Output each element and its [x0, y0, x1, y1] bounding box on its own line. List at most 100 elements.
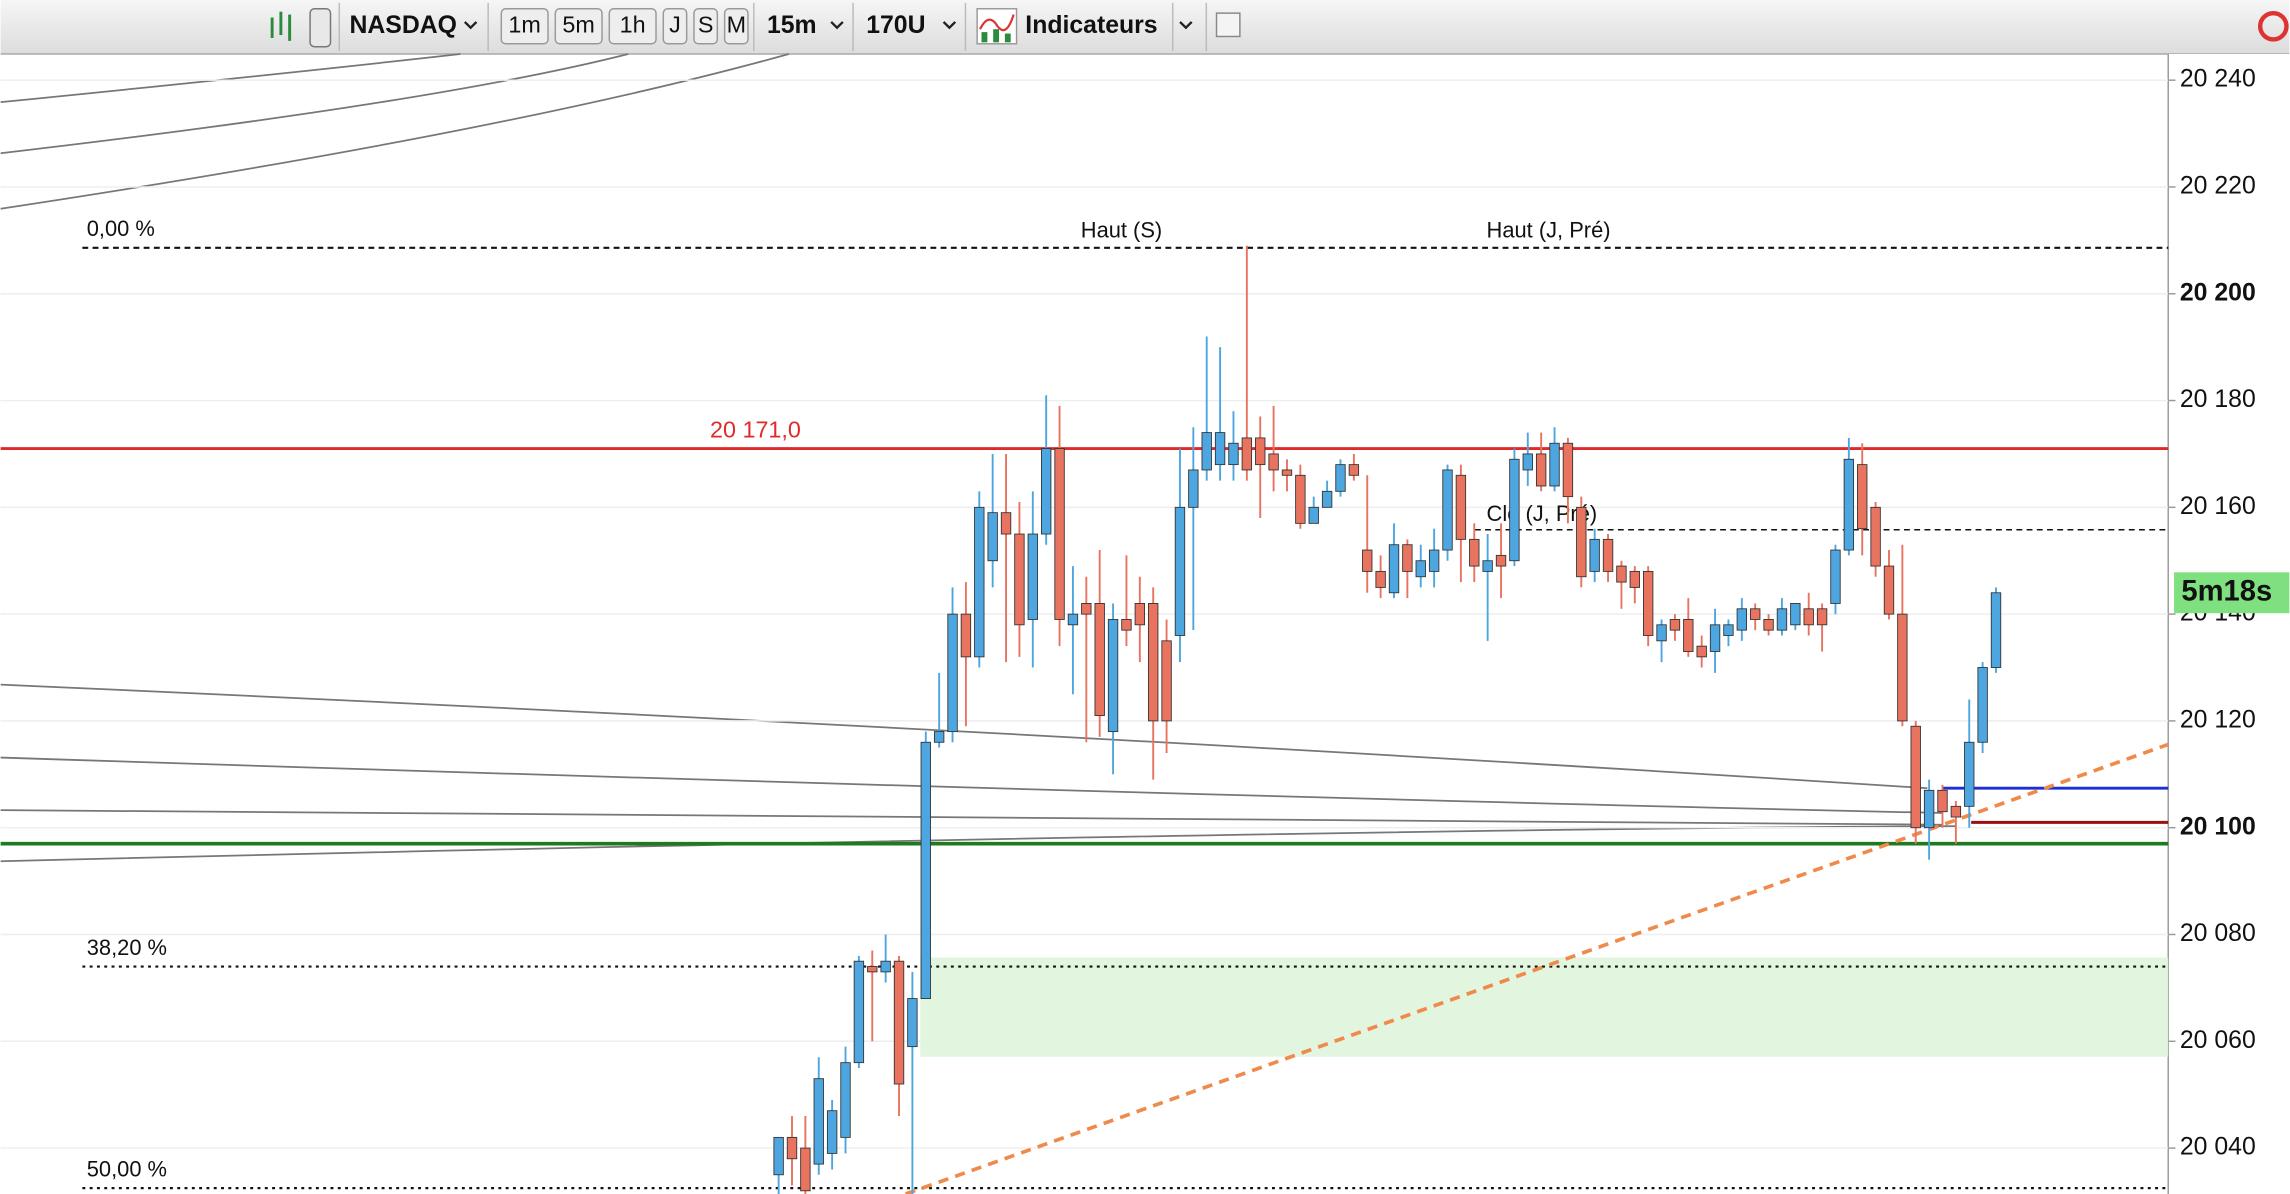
moving-averages [0, 53, 1957, 863]
info-button[interactable] [1215, 12, 1241, 38]
indicators[interactable]: Indicateurs [1025, 12, 1157, 39]
candle-body [880, 960, 891, 973]
candle-body [1214, 432, 1226, 466]
candle-body [1388, 544, 1400, 594]
candle-body [813, 1078, 824, 1165]
candle-body [1081, 603, 1092, 615]
candle-body [1241, 437, 1253, 471]
period-button[interactable] [554, 8, 603, 45]
candle-body [1870, 506, 1881, 567]
separators [338, 2, 1208, 52]
indicator-icon [976, 8, 1018, 45]
candle-body [1308, 506, 1319, 524]
toolbar-icons [270, 11, 292, 41]
toolbar [0, 0, 2290, 55]
candle-body [1281, 469, 1293, 476]
y-tick-label: 20 160 [2180, 493, 2256, 520]
candle-body [1362, 549, 1373, 572]
dropdown-arrow [463, 21, 478, 30]
candle-body [826, 1110, 838, 1154]
link-button[interactable] [309, 8, 332, 48]
candle-body [1094, 603, 1105, 717]
candle-body [1656, 624, 1667, 642]
symbol[interactable]: NASDAQ [349, 12, 456, 39]
fib-label: 38,20 % [87, 935, 167, 960]
period-label: 1h [620, 11, 646, 37]
candle-body [1054, 448, 1065, 620]
support-zone [920, 957, 2169, 1057]
candle-body [1188, 469, 1199, 508]
candle-body [1161, 640, 1172, 722]
candle-body [1816, 608, 1828, 626]
candle-body [773, 1136, 784, 1176]
candle-body [1830, 549, 1841, 604]
candle-body [1576, 506, 1587, 578]
candle-body [1348, 464, 1360, 476]
candle-body [1295, 474, 1306, 524]
period-button[interactable] [608, 8, 657, 45]
period-buttons: 1m 5m 1h J S M [500, 8, 749, 45]
candle-body [1027, 533, 1038, 620]
candle-body [1723, 624, 1734, 636]
period-button[interactable] [500, 8, 549, 45]
candle-body [1335, 464, 1346, 492]
candle-body [1897, 613, 1908, 722]
timer-badge [2174, 572, 2290, 614]
candle-body [853, 960, 865, 1064]
candle-body [1495, 554, 1507, 567]
candle-body [1763, 619, 1774, 631]
candle-body [1509, 458, 1520, 562]
high-label: Haut (S) [1081, 218, 1162, 243]
candle-body [947, 613, 958, 733]
period-label: S [698, 11, 714, 37]
interval[interactable]: 15m [767, 12, 817, 39]
candle-body [1321, 490, 1333, 508]
period-button[interactable] [693, 8, 719, 45]
candle-body [1268, 453, 1279, 471]
units[interactable]: 170U [866, 12, 925, 39]
candle-body [1375, 570, 1386, 588]
candle-body [1629, 570, 1640, 588]
resistance-label: 20 171,0 [710, 416, 801, 442]
y-tick-label: 20 200 [2180, 279, 2256, 306]
candle-body [1910, 725, 1921, 829]
y-tick-label: 20 120 [2180, 706, 2256, 733]
candle-body [1950, 805, 1962, 818]
candle-body [840, 1062, 851, 1138]
candle-body [1549, 442, 1560, 487]
candle-body [1402, 544, 1413, 572]
refresh-icon[interactable] [2257, 10, 2289, 42]
candle-body [1883, 565, 1895, 615]
candle-body [1455, 474, 1467, 540]
dropdown-arrow [830, 21, 844, 30]
candle-body [1964, 741, 1975, 807]
candle-body [1014, 533, 1025, 626]
candle-body [786, 1136, 798, 1160]
candle-body [1642, 570, 1654, 636]
candle-body [893, 960, 905, 1085]
candle-body [1482, 560, 1493, 572]
candle-body [1040, 448, 1052, 535]
candle-body [1428, 549, 1440, 572]
period-label: 5m [562, 11, 594, 37]
candle-body [1107, 619, 1119, 733]
period-button[interactable] [662, 8, 688, 45]
y-tick-label: 20 240 [2180, 66, 2256, 93]
timer: 5m18s [2181, 575, 2272, 607]
candle-body [1174, 506, 1186, 636]
candle-body [1121, 619, 1132, 631]
candle-body [1562, 442, 1574, 498]
candle-body [1442, 469, 1453, 551]
candle-body [1669, 619, 1681, 631]
trend-line [905, 742, 2169, 1194]
period-button[interactable] [723, 8, 749, 45]
candle-body [1750, 608, 1761, 620]
candle-body [1535, 453, 1547, 487]
candle-body [1255, 437, 1266, 466]
candle-body [1990, 592, 2002, 668]
candle-body [974, 506, 985, 658]
candle-body [1736, 608, 1748, 631]
candle-body [1937, 789, 1948, 813]
y-tick-label: 20 060 [2180, 1027, 2256, 1054]
